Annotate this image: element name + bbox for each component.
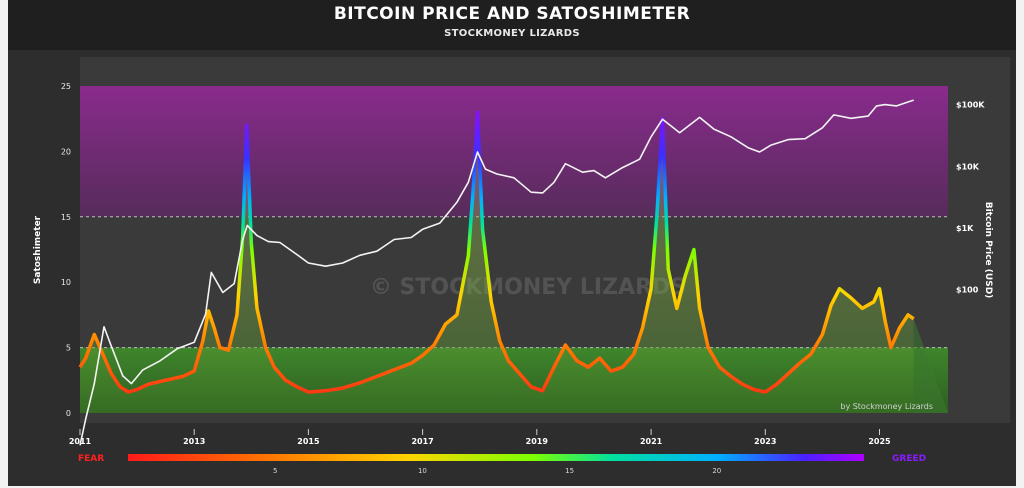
y-tick-label: 0	[66, 409, 71, 418]
color-scale-tick: 5	[273, 467, 277, 475]
y2-tick-label: $100	[956, 286, 979, 295]
color-scale-bar	[128, 454, 864, 461]
y-axis-label: Satoshimeter	[33, 215, 43, 284]
x-tick-label: 2013	[183, 437, 205, 446]
y2-axis-label: Bitcoin Price (USD)	[983, 202, 993, 299]
satoshimeter-line	[78, 110, 915, 394]
y2-tick-label: $10K	[956, 162, 980, 171]
x-tick-label: 2015	[297, 437, 320, 446]
chart-header: BITCOIN PRICE AND SATOSHIMETER STOCKMONE…	[8, 0, 1016, 50]
y-tick-label: 15	[61, 213, 71, 222]
color-scale-tick: 20	[712, 467, 721, 475]
x-axis-ticks: 2011 2013 2015 2017 2019 2021 2023 2025	[69, 429, 891, 446]
x-tick-label: 2019	[526, 437, 549, 446]
color-scale-tick: 10	[418, 467, 427, 475]
y-tick-label: 10	[61, 278, 71, 287]
greed-zone	[80, 86, 948, 217]
chart-title: BITCOIN PRICE AND SATOSHIMETER	[333, 4, 691, 24]
x-tick-label: 2017	[411, 437, 433, 446]
y-tick-label: 20	[61, 147, 71, 156]
watermark: © STOCKMONEY LIZARDS	[370, 275, 686, 300]
credit-label: by Stockmoney Lizards	[840, 402, 933, 411]
bitcoin-price-line	[79, 99, 914, 446]
chart-subtitle: STOCKMONEY LIZARDS	[444, 28, 580, 39]
y-axis-ticks: 0 5 10 15 20 25	[61, 82, 71, 418]
y2-tick-label: $100K	[956, 101, 985, 110]
color-scale-tick: 15	[565, 467, 574, 475]
y-tick-label: 25	[61, 82, 71, 91]
projection-area	[913, 318, 948, 413]
y2-tick-label: $1K	[956, 224, 974, 233]
y-tick-label: 5	[66, 344, 71, 353]
x-tick-label: 2021	[640, 437, 663, 446]
greed-label: GREED	[892, 454, 926, 464]
chart-panel: BITCOIN PRICE AND SATOSHIMETER STOCKMONE…	[8, 0, 1016, 486]
fear-label: FEAR	[78, 454, 104, 464]
x-tick-label: 2011	[69, 437, 92, 446]
color-scale-ticks: 5 10 15 20	[273, 467, 721, 475]
x-tick-label: 2025	[868, 437, 891, 446]
y2-axis-ticks: $100 $1K $10K $100K	[956, 101, 985, 295]
x-tick-label: 2023	[754, 437, 776, 446]
